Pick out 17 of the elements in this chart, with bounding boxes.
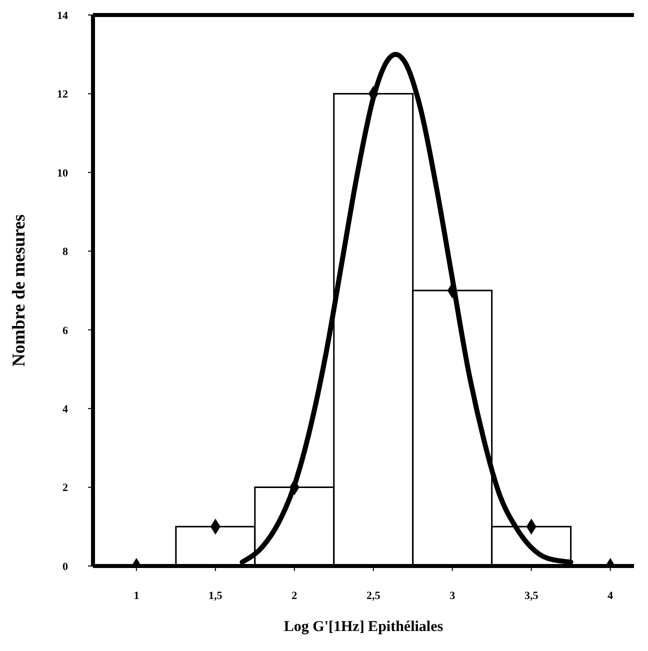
- y-tick-label: 6: [62, 324, 68, 337]
- y-tick-label: 0: [62, 560, 68, 573]
- y-tick-label: 10: [57, 167, 68, 180]
- x-tick-label: 3,5: [524, 590, 539, 602]
- x-tick-label: 2: [292, 590, 298, 602]
- y-tick-label: 4: [62, 403, 68, 416]
- x-tick-label: 4: [608, 590, 614, 602]
- y-axis-title: Nombre de mesures: [8, 214, 28, 367]
- x-tick-label: 3: [450, 590, 456, 602]
- y-tick-label: 12: [57, 88, 68, 101]
- y-tick-label: 2: [62, 482, 68, 494]
- x-tick-label: 2,5: [366, 590, 381, 602]
- y-tick-label: 8: [62, 246, 68, 258]
- x-axis-title: Log G'[1Hz] Epithéliales: [284, 619, 444, 635]
- x-tick-label: 1: [134, 590, 140, 602]
- x-tick-label: 1,5: [208, 590, 223, 602]
- y-tick-label: 14: [57, 10, 68, 22]
